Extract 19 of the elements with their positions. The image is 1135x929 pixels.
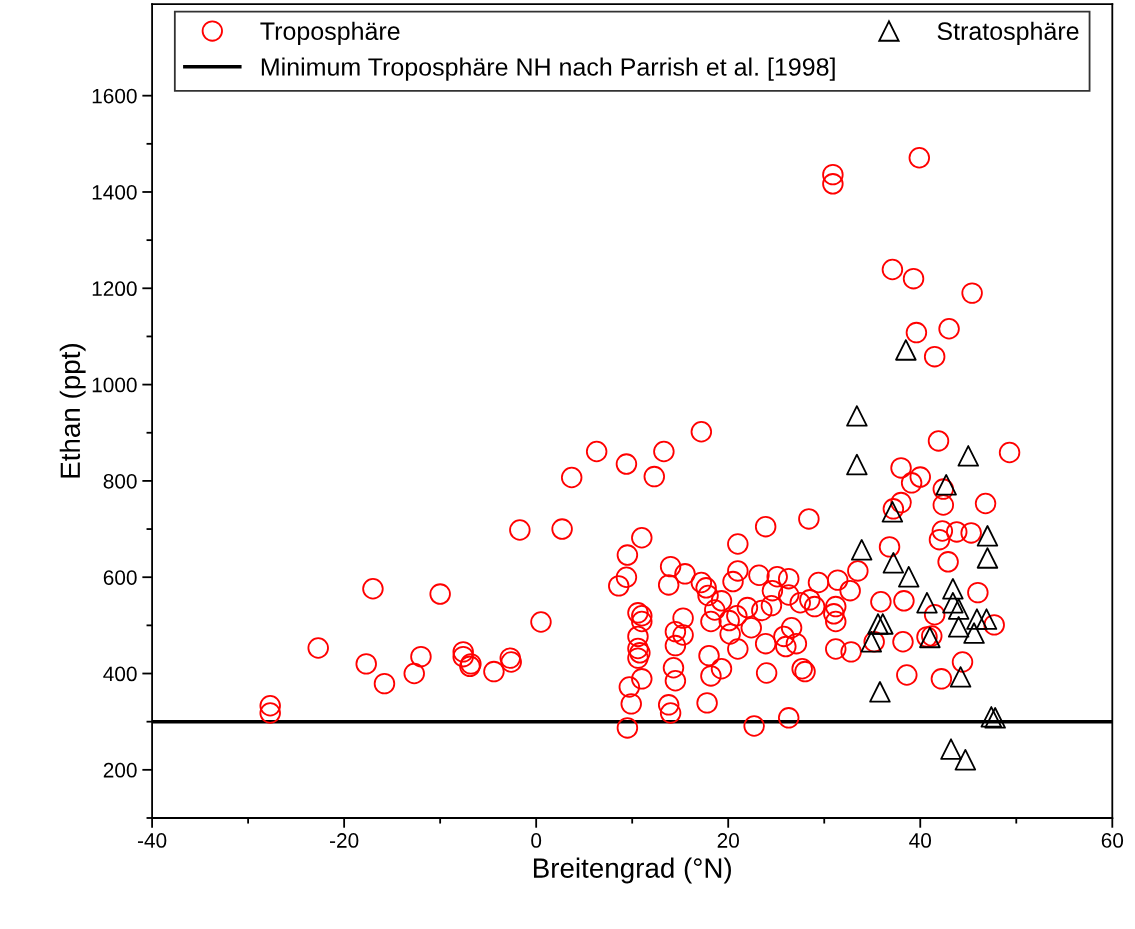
x-tick-label: -40 bbox=[137, 833, 167, 848]
y-tick-label: 800 bbox=[103, 473, 137, 489]
y-tick-label: 1200 bbox=[92, 281, 137, 297]
y-tick-label: 1000 bbox=[92, 377, 137, 393]
x-tick-label: 40 bbox=[909, 833, 932, 848]
y-tick-label: 600 bbox=[103, 570, 137, 585]
x-tick-label: 0 bbox=[531, 833, 542, 848]
legend-label: Stratosphäre bbox=[937, 21, 1079, 45]
x-tick-label: -20 bbox=[330, 833, 359, 848]
x-axis-title: Breitengrad (°N) bbox=[533, 857, 731, 884]
legend-label: Troposphäre bbox=[260, 21, 400, 45]
x-tick-label: 60 bbox=[1101, 833, 1124, 848]
y-tick-label: 1600 bbox=[92, 88, 137, 104]
y-tick-label: 200 bbox=[103, 762, 137, 778]
legend-label: Minimum Troposphäre NH nach Parrish et al. [1998] bbox=[261, 57, 835, 81]
y-tick-label: 400 bbox=[103, 666, 137, 682]
x-tick-label: 20 bbox=[717, 833, 739, 848]
y-axis-title: Ethan (ppt) bbox=[59, 344, 86, 478]
y-tick-label: 1400 bbox=[92, 184, 137, 200]
